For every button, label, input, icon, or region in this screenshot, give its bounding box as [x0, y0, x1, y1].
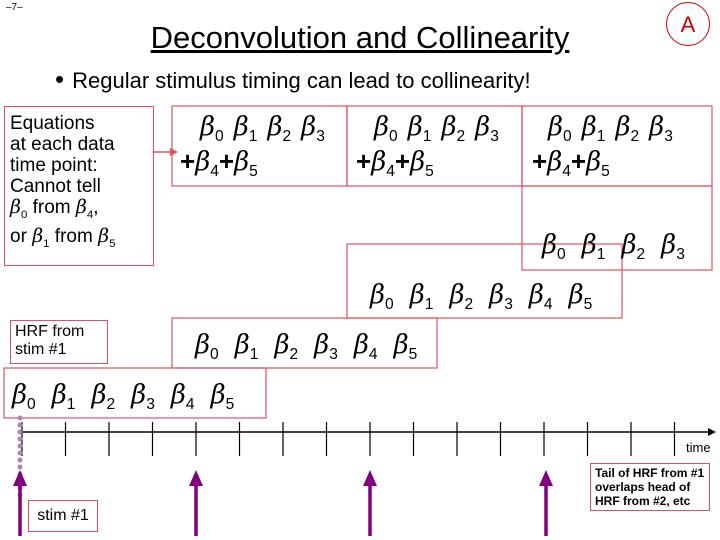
bullet-point: • Regular stimulus timing can lead to col…	[55, 64, 531, 95]
hrf-row-box	[3, 367, 267, 419]
beta-coefficient: β0	[374, 112, 398, 146]
note-line: Equations	[10, 113, 95, 134]
hrf-row: β0 β1 β2 β3	[542, 230, 701, 264]
marker-dot	[17, 422, 23, 428]
note-line: at each data	[10, 134, 115, 155]
marker-dot	[17, 429, 23, 435]
axis-arrow-icon	[708, 428, 716, 436]
hrf-row: β0 β1 β2 β3 β4 β5	[195, 330, 433, 364]
beta-coefficient: β2	[441, 112, 466, 146]
time-axis	[20, 422, 716, 456]
beta-coefficient: β4	[170, 380, 195, 414]
beta-coefficient: β2	[267, 112, 292, 146]
note-line: β0 from β4,	[10, 196, 99, 221]
beta-coefficient: β5	[234, 147, 258, 181]
beta-coefficient: β2	[449, 280, 474, 314]
beta-coefficient: β0	[542, 230, 566, 264]
beta-coefficient: β4	[371, 147, 395, 181]
hrf-row: β0 β1 β2 β3 β4 β5	[370, 280, 608, 314]
beta-coefficient: β2	[615, 112, 640, 146]
equation-group-plus: +β4+β5	[180, 146, 258, 181]
plus-sign: +	[356, 146, 372, 176]
beta-coefficient: β5	[586, 147, 610, 181]
plus-sign: +	[218, 146, 235, 176]
bullet-dot-icon: •	[55, 64, 65, 94]
stimulus-arrow-icon	[13, 470, 27, 536]
beta-coefficient: β3	[661, 230, 685, 264]
equation-group-plus: +β4+β5	[356, 146, 434, 181]
beta-coefficient: β1	[581, 230, 606, 264]
marker-dot	[17, 415, 23, 421]
equation-group: β0 β1 β2 β3	[374, 112, 509, 146]
equation-group: β0 β1 β2 β3	[548, 112, 683, 146]
marker-dot	[17, 443, 23, 449]
beta-coefficient: β3	[489, 280, 513, 314]
hrf-label-line: HRF from	[15, 323, 85, 340]
beta-coefficient: β4	[528, 280, 553, 314]
beta-coefficient: β2	[621, 230, 646, 264]
bullet-text: Regular stimulus timing can lead to coll…	[72, 68, 531, 93]
beta-coefficient: β3	[301, 112, 325, 146]
time-axis-label: time	[686, 440, 711, 455]
plus-sign: +	[394, 146, 411, 176]
beta-coefficient: β2	[274, 330, 299, 364]
hrf-label-box: HRF from stim #1	[10, 320, 108, 364]
beta-coefficient: β0	[195, 330, 219, 364]
marker-dot	[17, 464, 23, 470]
beta-coefficient: β1	[51, 380, 76, 414]
beta-coefficient: β5	[410, 147, 434, 181]
beta-coefficient: β0	[548, 112, 572, 146]
beta-coefficient: β5	[210, 380, 235, 414]
page-number: –7–	[6, 2, 23, 13]
note-line: Cannot tell	[10, 176, 101, 197]
hrf-row: β0 β1 β2 β3 β4 β5	[12, 380, 250, 414]
equations-note-box: Equations at each data time point: Canno…	[4, 106, 154, 266]
hrf-row-box	[171, 317, 438, 369]
pointer-arrow-icon	[154, 148, 178, 156]
beta-coefficient: β1	[581, 112, 606, 146]
equation-group: β0 β1 β2 β3	[200, 112, 335, 146]
beta-coefficient: β4	[547, 147, 571, 181]
beta-coefficient: β4	[195, 147, 219, 181]
beta-coefficient: β3	[131, 380, 155, 414]
marker-dot	[17, 457, 23, 463]
stimulus-arrow-icon	[539, 470, 553, 536]
beta-coefficient: β0	[12, 380, 36, 414]
hrf-row-box	[521, 185, 713, 271]
beta-coefficient: β3	[314, 330, 338, 364]
beta-coefficient: β3	[649, 112, 673, 146]
beta-coefficient: β1	[234, 330, 259, 364]
beta-coefficient: β0	[370, 280, 394, 314]
beta-coefficient: β1	[407, 112, 432, 146]
stimulus-arrow-icon	[363, 470, 377, 536]
tail-overlap-note: Tail of HRF from #1 overlaps head of HRF…	[590, 463, 710, 511]
marker-dot	[17, 450, 23, 456]
hrf-label-line: stim #1	[15, 341, 67, 358]
marker-dot	[17, 436, 23, 442]
stim-label: stim #1	[28, 500, 98, 532]
beta-coefficient: β3	[475, 112, 499, 146]
note-line: time point:	[10, 155, 98, 176]
equation-group-plus: +β4+β5	[532, 146, 610, 181]
beta-coefficient: β5	[568, 280, 593, 314]
plus-sign: +	[180, 146, 196, 176]
plus-sign: +	[570, 146, 587, 176]
beta-coefficient: β1	[233, 112, 258, 146]
beta-coefficient: β5	[393, 330, 418, 364]
beta-coefficient: β2	[91, 380, 116, 414]
beta-coefficient: β1	[409, 280, 434, 314]
slide-title: Deconvolution and Collinearity	[150, 20, 570, 55]
hrf-row-box	[346, 243, 623, 319]
stimulus-arrow-icon	[189, 470, 203, 536]
slide-badge: A	[666, 2, 710, 46]
beta-coefficient: β4	[353, 330, 378, 364]
note-line: or β1 from β5	[10, 224, 116, 250]
plus-sign: +	[532, 146, 548, 176]
beta-coefficient: β0	[200, 112, 224, 146]
